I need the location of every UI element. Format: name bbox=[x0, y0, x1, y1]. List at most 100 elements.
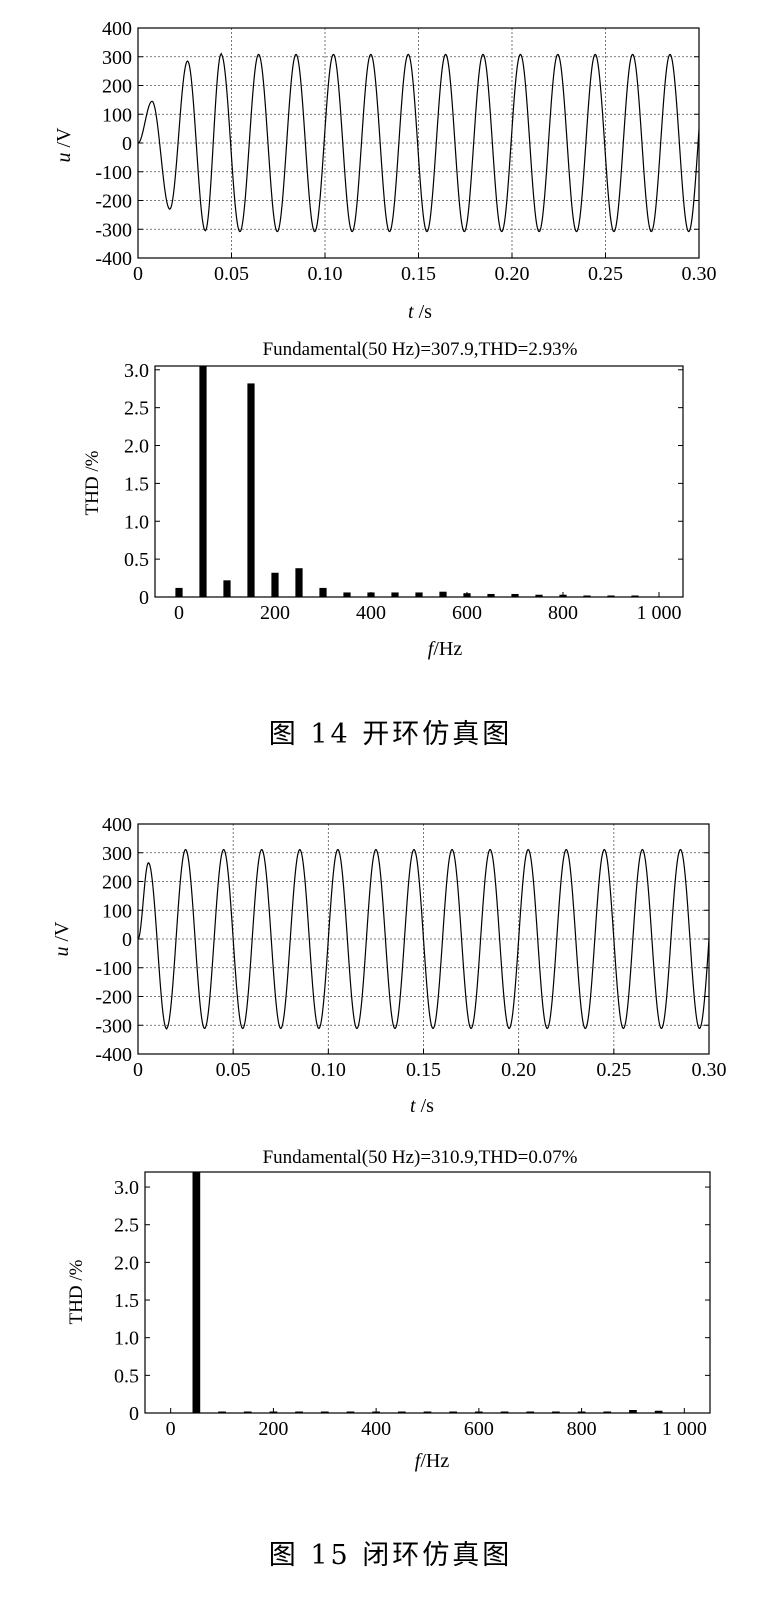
fig14-wave-ytick-label: 100 bbox=[102, 104, 132, 126]
fig14-spec-bar bbox=[367, 592, 375, 597]
fig14-spectrum-chart: Fundamental(50 Hz)=307.9,THD=2.93% THD /… bbox=[82, 339, 684, 660]
fig15-spec-bar bbox=[629, 1409, 637, 1413]
fig15-spec-ytick-label: 3.0 bbox=[114, 1177, 139, 1199]
fig15-spec-xtick-label: 400 bbox=[361, 1418, 391, 1440]
fig15-wave-ytick-label: -300 bbox=[95, 1015, 132, 1037]
fig15-spec-bar bbox=[449, 1411, 458, 1413]
fig15-spec-xtick-label: 600 bbox=[464, 1418, 494, 1440]
fig14-spec-ytick-label: 2.5 bbox=[124, 398, 149, 420]
fig15-spec-bar bbox=[295, 1411, 303, 1413]
fig14-spec-bar bbox=[559, 594, 567, 597]
fig15-wave-ytick-label: 300 bbox=[102, 843, 132, 865]
fig15-spec-bar bbox=[243, 1411, 252, 1413]
fig15-wave-xlabel: t /s bbox=[410, 1095, 434, 1117]
fig15-wave-ytick-label: 100 bbox=[102, 900, 132, 922]
fig14-spec-bar bbox=[607, 595, 615, 597]
fig15-spec-bar bbox=[269, 1411, 278, 1413]
fig15-spec-ytick-label: 0.5 bbox=[114, 1365, 139, 1387]
fig14-spec-bar bbox=[391, 592, 399, 597]
fig14-spec-xtick-label: 600 bbox=[452, 602, 482, 624]
fig14-wave-ytick-label: -200 bbox=[95, 191, 132, 213]
fig14-spec-bar bbox=[247, 383, 255, 597]
fig14-wave-ytick-label: 0 bbox=[122, 133, 132, 155]
fig14-wave-xtick-label: 0 bbox=[133, 263, 143, 285]
fig14-spec-bar bbox=[223, 580, 231, 597]
fig15-caption: 图 15 闭环仿真图 bbox=[268, 1540, 513, 1571]
fig15-wave-ytick-label: 200 bbox=[102, 872, 132, 894]
fig15-wave-xtick-label: 0.25 bbox=[596, 1059, 631, 1081]
fig14-wave-xtick-label: 0.20 bbox=[495, 263, 530, 285]
fig15-spec-bar bbox=[552, 1411, 560, 1413]
fig15-wave-xtick-label: 0.10 bbox=[311, 1059, 346, 1081]
fig15-wave-ytick-label: 0 bbox=[122, 929, 132, 951]
fig14-wave-xtick-label: 0.15 bbox=[401, 263, 436, 285]
fig15-spec-xtick-label: 200 bbox=[258, 1418, 288, 1440]
fig14-spec-bar bbox=[343, 592, 351, 597]
fig15-spec-xtick-label: 1 000 bbox=[662, 1418, 707, 1440]
fig14-spec-bar bbox=[271, 572, 279, 597]
fig14-spec-bar bbox=[583, 595, 591, 597]
fig15-wave-xtick-label: 0.30 bbox=[692, 1059, 727, 1081]
fig14-spec-ytick-label: 1.0 bbox=[124, 511, 149, 533]
fig14-spec-bar bbox=[535, 594, 543, 597]
fig15-spec-bar bbox=[397, 1411, 406, 1413]
fig14-spec-ytick-label: 0.5 bbox=[124, 549, 149, 571]
fig15-wave-ylabel: u /V bbox=[51, 921, 73, 957]
fig14-wave-xtick-label: 0.25 bbox=[588, 263, 623, 285]
fig15-spec-ytick-label: 1.5 bbox=[114, 1290, 139, 1312]
fig15-spec-xtick-label: 0 bbox=[166, 1418, 176, 1440]
fig14-spec-bar bbox=[295, 568, 303, 597]
fig14-wave-plot-frame bbox=[137, 27, 700, 259]
fig15-spec-bar bbox=[346, 1411, 355, 1413]
fig14-spec-bar bbox=[319, 587, 327, 597]
fig14-spec-ytick-label: 2.0 bbox=[124, 436, 149, 458]
fig14-wave-xtick-label: 0.05 bbox=[214, 263, 249, 285]
fig14-wave-xtick-label: 0.10 bbox=[308, 263, 343, 285]
fig15-spec-xtick-label: 800 bbox=[567, 1418, 597, 1440]
fig15-spec-bar bbox=[192, 1172, 201, 1413]
fig15-wave-ytick-label: -100 bbox=[95, 958, 132, 980]
fig14-spec-ytick-label: 0 bbox=[139, 587, 149, 609]
fig15-spec-ytick-label: 1.0 bbox=[114, 1328, 139, 1350]
fig15-spectrum-chart: Fundamental(50 Hz)=310.9,THD=0.07% THD /… bbox=[66, 1147, 711, 1472]
fig14-spec-bar bbox=[511, 593, 519, 597]
fig14-spec-bar bbox=[631, 595, 639, 597]
fig14-spec-ytick-label: 3.0 bbox=[124, 360, 149, 382]
fig14-spec-xtick-label: 200 bbox=[260, 602, 290, 624]
fig14-spec-xtick-label: 1 000 bbox=[637, 602, 682, 624]
fig15-spec-bar bbox=[475, 1411, 483, 1413]
fig14-wave-ytick-label: -300 bbox=[95, 219, 132, 241]
fig15-wave-ytick-label: -400 bbox=[95, 1044, 132, 1066]
fig14-spectrum-xlabel: f/Hz bbox=[428, 638, 463, 660]
fig15-spec-bar bbox=[577, 1411, 586, 1413]
fig14-wave-xtick-label: 0.30 bbox=[682, 263, 717, 285]
fig15-wave-ytick-label: 400 bbox=[102, 814, 132, 836]
fig14-spec-bar bbox=[415, 592, 423, 597]
fig15-spectrum-xlabel: f/Hz bbox=[415, 1450, 450, 1472]
fig14-wave-xlabel: t /s bbox=[408, 301, 432, 323]
fig14-spec-bar bbox=[175, 587, 183, 597]
fig15-spec-bar bbox=[654, 1410, 663, 1413]
fig14-spectrum-title: Fundamental(50 Hz)=307.9,THD=2.93% bbox=[263, 339, 578, 360]
fig14-wave-series-line bbox=[137, 52, 700, 233]
fig15-spec-plot-frame bbox=[144, 1171, 711, 1414]
fig15-spec-bar bbox=[423, 1411, 432, 1413]
fig15-wave-xtick-label: 0.15 bbox=[406, 1059, 441, 1081]
fig15-spec-bar bbox=[372, 1411, 380, 1413]
fig14-spec-bar bbox=[439, 591, 447, 597]
fig15-wave-xtick-label: 0.20 bbox=[501, 1059, 536, 1081]
fig14-wave-ylabel: u /V bbox=[53, 127, 75, 163]
fig14-wave-ytick-label: 400 bbox=[102, 18, 132, 40]
fig14-caption: 图 14 开环仿真图 bbox=[268, 719, 513, 750]
fig15-spec-ytick-label: 2.5 bbox=[114, 1215, 139, 1237]
fig15-spec-bar bbox=[526, 1411, 535, 1413]
fig14-spectrum-ylabel: THD /% bbox=[82, 450, 103, 515]
fig15-spec-bar bbox=[500, 1411, 509, 1413]
fig14-spec-xtick-label: 400 bbox=[356, 602, 386, 624]
fig14-wave-ytick-label: -400 bbox=[95, 248, 132, 270]
fig15-wave-plot-frame bbox=[137, 823, 710, 1055]
fig15-spec-ytick-label: 0 bbox=[129, 1403, 139, 1425]
fig15-wave-xtick-label: 0 bbox=[133, 1059, 143, 1081]
fig14-spec-ytick-label: 1.5 bbox=[124, 473, 149, 495]
fig14-spec-plot-frame bbox=[154, 365, 684, 598]
